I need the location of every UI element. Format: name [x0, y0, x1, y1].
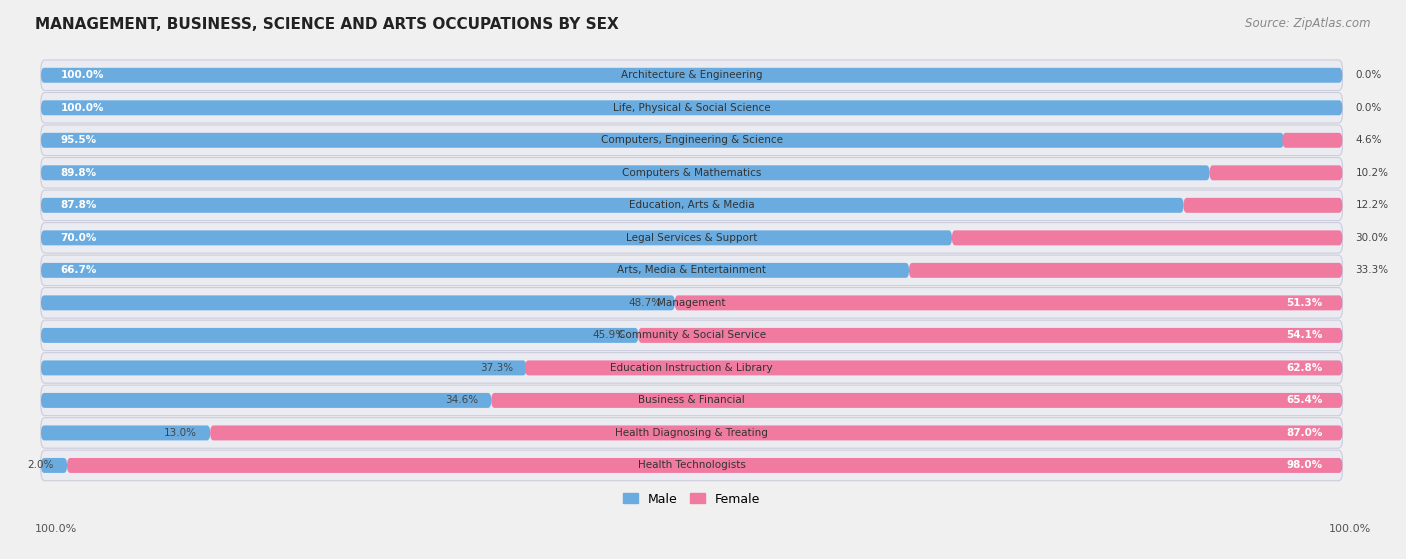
FancyBboxPatch shape	[41, 230, 952, 245]
Text: Computers & Mathematics: Computers & Mathematics	[621, 168, 762, 178]
Text: 37.3%: 37.3%	[481, 363, 513, 373]
FancyBboxPatch shape	[952, 230, 1343, 245]
Text: Management: Management	[658, 298, 725, 308]
FancyBboxPatch shape	[209, 425, 1343, 440]
FancyBboxPatch shape	[41, 222, 1343, 253]
Text: 100.0%: 100.0%	[1329, 524, 1371, 534]
FancyBboxPatch shape	[41, 190, 1343, 221]
Text: 87.8%: 87.8%	[60, 200, 97, 210]
Text: Health Diagnosing & Treating: Health Diagnosing & Treating	[616, 428, 768, 438]
Text: 89.8%: 89.8%	[60, 168, 97, 178]
Text: 45.9%: 45.9%	[592, 330, 626, 340]
Text: 98.0%: 98.0%	[1286, 461, 1323, 471]
FancyBboxPatch shape	[41, 328, 638, 343]
FancyBboxPatch shape	[41, 60, 1343, 91]
Text: 65.4%: 65.4%	[1286, 395, 1323, 405]
FancyBboxPatch shape	[41, 393, 491, 408]
FancyBboxPatch shape	[41, 425, 211, 440]
Text: Business & Financial: Business & Financial	[638, 395, 745, 405]
FancyBboxPatch shape	[41, 263, 910, 278]
Text: 70.0%: 70.0%	[60, 233, 97, 243]
FancyBboxPatch shape	[41, 92, 1343, 123]
FancyBboxPatch shape	[41, 458, 67, 473]
Text: 0.0%: 0.0%	[1355, 103, 1382, 113]
Text: MANAGEMENT, BUSINESS, SCIENCE AND ARTS OCCUPATIONS BY SEX: MANAGEMENT, BUSINESS, SCIENCE AND ARTS O…	[35, 17, 619, 32]
FancyBboxPatch shape	[1184, 198, 1343, 213]
Text: Source: ZipAtlas.com: Source: ZipAtlas.com	[1246, 17, 1371, 30]
Text: Legal Services & Support: Legal Services & Support	[626, 233, 758, 243]
Text: 34.6%: 34.6%	[446, 395, 478, 405]
FancyBboxPatch shape	[41, 287, 1343, 318]
Text: Architecture & Engineering: Architecture & Engineering	[621, 70, 762, 80]
Text: 62.8%: 62.8%	[1286, 363, 1323, 373]
FancyBboxPatch shape	[41, 68, 1343, 83]
Text: 66.7%: 66.7%	[60, 266, 97, 276]
FancyBboxPatch shape	[41, 450, 1343, 481]
FancyBboxPatch shape	[41, 198, 1184, 213]
Text: 30.0%: 30.0%	[1355, 233, 1388, 243]
FancyBboxPatch shape	[638, 328, 1343, 343]
Text: 100.0%: 100.0%	[35, 524, 77, 534]
Text: 4.6%: 4.6%	[1355, 135, 1382, 145]
Text: 51.3%: 51.3%	[1286, 298, 1323, 308]
Text: 48.7%: 48.7%	[628, 298, 662, 308]
Text: 100.0%: 100.0%	[60, 103, 104, 113]
Text: 87.0%: 87.0%	[1286, 428, 1323, 438]
Text: 95.5%: 95.5%	[60, 135, 97, 145]
Text: Arts, Media & Entertainment: Arts, Media & Entertainment	[617, 266, 766, 276]
FancyBboxPatch shape	[41, 385, 1343, 416]
Text: 12.2%: 12.2%	[1355, 200, 1389, 210]
FancyBboxPatch shape	[41, 320, 1343, 350]
FancyBboxPatch shape	[41, 100, 1343, 115]
FancyBboxPatch shape	[1209, 165, 1343, 181]
FancyBboxPatch shape	[491, 393, 1343, 408]
FancyBboxPatch shape	[908, 263, 1343, 278]
Legend: Male, Female: Male, Female	[617, 487, 765, 510]
FancyBboxPatch shape	[67, 458, 1343, 473]
FancyBboxPatch shape	[675, 295, 1343, 310]
Text: Health Technologists: Health Technologists	[638, 461, 745, 471]
FancyBboxPatch shape	[41, 255, 1343, 286]
Text: 2.0%: 2.0%	[28, 461, 53, 471]
FancyBboxPatch shape	[41, 133, 1284, 148]
FancyBboxPatch shape	[41, 125, 1343, 155]
Text: Life, Physical & Social Science: Life, Physical & Social Science	[613, 103, 770, 113]
FancyBboxPatch shape	[41, 165, 1209, 181]
Text: 0.0%: 0.0%	[1355, 70, 1382, 80]
FancyBboxPatch shape	[1282, 133, 1343, 148]
Text: 100.0%: 100.0%	[60, 70, 104, 80]
Text: Education Instruction & Library: Education Instruction & Library	[610, 363, 773, 373]
Text: 10.2%: 10.2%	[1355, 168, 1388, 178]
FancyBboxPatch shape	[41, 361, 526, 376]
FancyBboxPatch shape	[41, 353, 1343, 383]
Text: 54.1%: 54.1%	[1286, 330, 1323, 340]
FancyBboxPatch shape	[41, 295, 675, 310]
Text: Computers, Engineering & Science: Computers, Engineering & Science	[600, 135, 783, 145]
Text: 33.3%: 33.3%	[1355, 266, 1389, 276]
Text: Community & Social Service: Community & Social Service	[617, 330, 766, 340]
Text: 13.0%: 13.0%	[165, 428, 197, 438]
FancyBboxPatch shape	[41, 158, 1343, 188]
FancyBboxPatch shape	[524, 361, 1343, 376]
Text: Education, Arts & Media: Education, Arts & Media	[628, 200, 755, 210]
FancyBboxPatch shape	[41, 418, 1343, 448]
